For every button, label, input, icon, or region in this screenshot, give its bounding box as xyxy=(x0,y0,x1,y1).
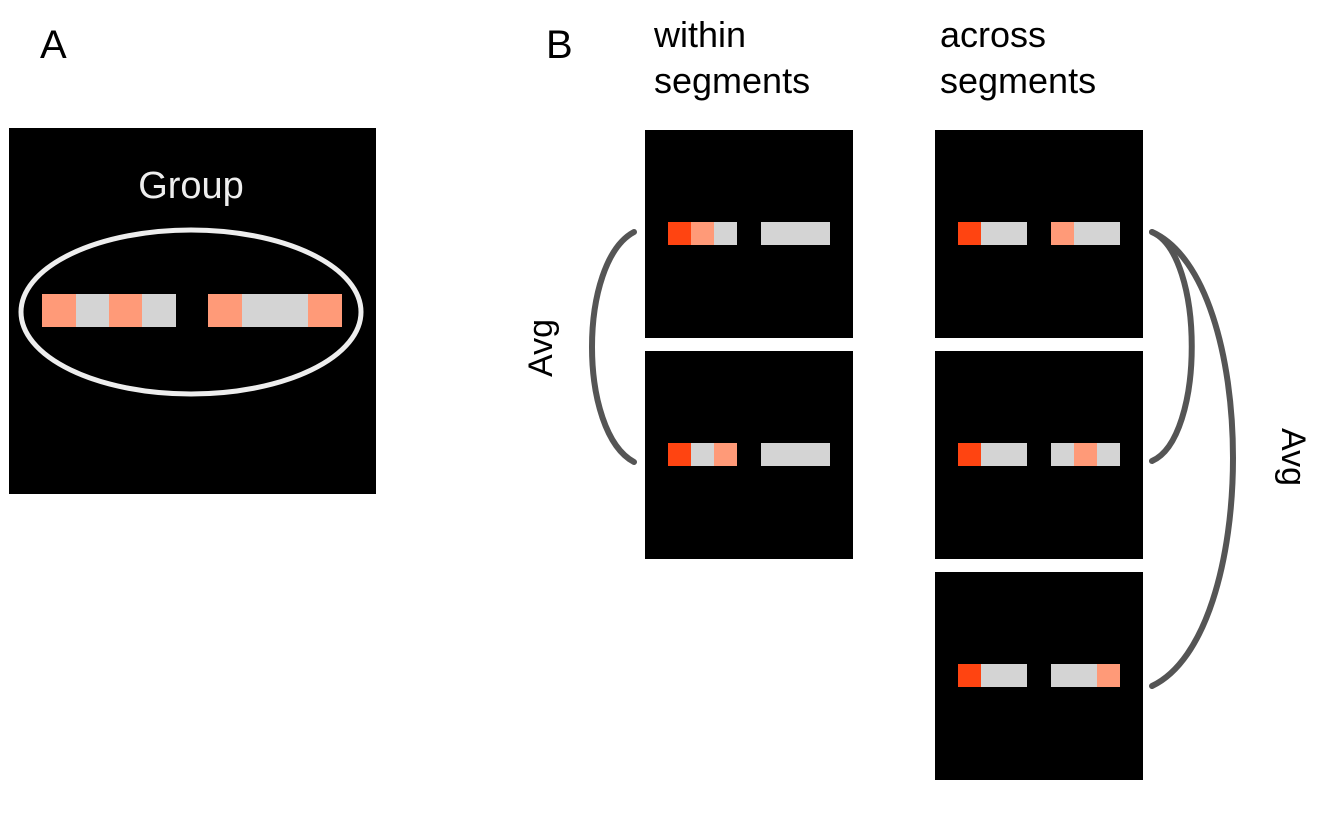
segment-cell xyxy=(142,294,176,327)
segment-cell xyxy=(1051,664,1097,687)
segment-cell xyxy=(76,294,109,327)
avg-bracket-across-outer xyxy=(1149,229,1236,689)
across-panel-3 xyxy=(935,572,1143,780)
across-panel-1 xyxy=(935,130,1143,338)
across-panel-2 xyxy=(935,351,1143,559)
within-panel-2 xyxy=(645,351,853,559)
avg-bracket-across-inner xyxy=(1149,229,1195,464)
panel-b-letter: B xyxy=(546,23,573,67)
segment-cell xyxy=(1097,443,1120,466)
segment-cell xyxy=(958,664,981,687)
segment-cell xyxy=(668,222,691,245)
segment-cell xyxy=(109,294,142,327)
segment-cell xyxy=(1051,443,1074,466)
segment-cell xyxy=(1074,222,1120,245)
across-title-line2: segments xyxy=(940,60,1096,101)
segment-cell xyxy=(1097,664,1120,687)
within-title-line1: within xyxy=(653,14,746,55)
avg-bracket-within xyxy=(589,229,637,465)
segment-cell xyxy=(714,222,737,245)
segment-cell xyxy=(981,222,1027,245)
panel-a-letter: A xyxy=(40,23,67,67)
segment-cell xyxy=(208,294,242,327)
within-title-line2: segments xyxy=(654,60,810,101)
segment-a-left xyxy=(42,294,176,327)
segment-cell xyxy=(308,294,342,327)
segment-cell xyxy=(981,664,1027,687)
segment-cell xyxy=(242,294,308,327)
across-title-line1: across xyxy=(940,14,1046,55)
segment-cell xyxy=(42,294,76,327)
segment-cell xyxy=(668,443,691,466)
group-ellipse xyxy=(18,227,364,397)
avg-label-right: Avg xyxy=(1274,428,1312,486)
avg-label-left: Avg xyxy=(522,319,560,377)
segment-cell xyxy=(1074,443,1097,466)
within-panel-1 xyxy=(645,130,853,338)
segment-cell xyxy=(691,443,714,466)
segment-a-right xyxy=(208,294,342,327)
segment-cell xyxy=(1051,222,1074,245)
segment-cell xyxy=(981,443,1027,466)
segment-cell xyxy=(691,222,714,245)
panel-a: Group xyxy=(9,128,376,494)
segment-cell xyxy=(958,443,981,466)
segment-cell xyxy=(958,222,981,245)
segment-cell xyxy=(761,443,830,466)
segment-cell xyxy=(761,222,830,245)
segment-cell xyxy=(714,443,737,466)
group-label: Group xyxy=(138,165,244,207)
